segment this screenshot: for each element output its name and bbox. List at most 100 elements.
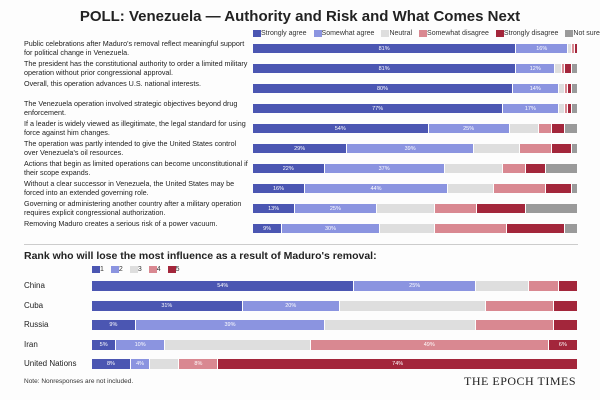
bar-segment	[493, 184, 546, 193]
bar-segment: 22%	[253, 164, 325, 173]
legend-label: Not sure	[573, 30, 600, 37]
bar-segment: 5%	[92, 339, 117, 350]
bar-segment	[519, 144, 552, 153]
value-label: 44%	[370, 185, 382, 192]
value-label: 22%	[282, 165, 294, 172]
bar-segment	[150, 359, 180, 369]
value-label: 4%	[136, 361, 145, 367]
bar-segment	[565, 124, 578, 133]
row-label: Overall, this operation advances U.S. na…	[24, 79, 201, 88]
legend-swatch	[313, 30, 322, 37]
row-label: Governing or administering another count…	[24, 199, 242, 217]
bar-segment: 37%	[324, 164, 445, 173]
value-label: 16%	[272, 185, 284, 192]
legend-label: Strongly disagree	[503, 30, 559, 37]
bar-segment: 31%	[92, 300, 243, 311]
value-label: 9%	[109, 322, 118, 328]
bar-segment	[565, 224, 578, 233]
bar-segment: 25%	[354, 281, 476, 291]
row-label: The operation was partly intended to giv…	[24, 139, 237, 157]
bar-segment	[379, 224, 435, 233]
bar-segment	[448, 184, 494, 193]
bar-segment: 25%	[295, 204, 377, 213]
row-label: Russia	[24, 320, 49, 329]
bar-segment	[444, 164, 504, 173]
value-label: 12%	[529, 65, 541, 72]
bar-segment	[568, 84, 572, 93]
bar-segment	[485, 300, 554, 311]
legend-swatch	[495, 30, 504, 37]
value-label: 49%	[423, 341, 435, 348]
value-label: 20%	[285, 302, 297, 309]
bar-segment: 80%	[253, 84, 513, 93]
legend-swatch	[381, 30, 390, 37]
bar-segment: 8%	[92, 359, 131, 369]
legend-label: Somewhat disagree	[427, 30, 489, 37]
legend-label: 2	[118, 266, 123, 273]
bar-segment: 81%	[253, 64, 517, 73]
legend-swatch	[253, 30, 261, 37]
legend-label: Somewhat agree	[321, 30, 375, 37]
row-label: Removing Maduro creates a serious risk o…	[24, 219, 218, 228]
bar-segment	[529, 281, 559, 291]
value-label: 14%	[529, 85, 541, 92]
legend-item: Strongly agree	[253, 30, 307, 37]
value-label: 54%	[217, 283, 229, 289]
bar-segment: 8%	[179, 359, 219, 369]
legend-label: Strongly agree	[261, 30, 307, 37]
bar-segment	[565, 84, 569, 93]
bar-segment	[526, 204, 578, 213]
value-label: 9%	[263, 225, 272, 232]
bar-segment	[558, 104, 565, 113]
value-label: 25%	[329, 205, 341, 212]
bar-segment: 39%	[347, 144, 474, 153]
row-label: Iran	[24, 339, 38, 349]
bar-segment: 14%	[513, 84, 559, 93]
bar-segment: 81%	[253, 44, 517, 53]
bar-segment	[435, 224, 507, 233]
bar-segment: 77%	[253, 104, 504, 113]
bar-segment: 49%	[310, 339, 549, 350]
legend-swatch	[92, 266, 100, 273]
bar-segment	[545, 164, 578, 173]
bar-segment: 25%	[428, 124, 510, 133]
value-label: 30%	[324, 225, 336, 232]
value-label: 81%	[378, 65, 390, 72]
bar-segment	[477, 204, 526, 213]
separator	[24, 244, 578, 245]
value-label: 39%	[224, 322, 236, 328]
value-label: 77%	[372, 105, 384, 112]
legend-label: 5	[175, 266, 180, 273]
row-label: Cuba	[24, 300, 44, 310]
chart-title: Rank who will lose the most influence as…	[24, 250, 377, 262]
row-label: Public celebrations after Maduro's remov…	[24, 39, 245, 57]
bar-segment	[435, 204, 478, 213]
bar-segment: 39%	[135, 320, 326, 330]
bar-segment	[571, 84, 578, 93]
bar-segment	[553, 320, 578, 330]
bar-segment	[553, 300, 578, 311]
bar-segment	[474, 144, 520, 153]
legend-item: 3	[129, 266, 142, 273]
bar-segment	[552, 144, 572, 153]
value-label: 74%	[392, 361, 404, 367]
legend-label: 4	[156, 266, 161, 273]
bar-segment: 29%	[253, 144, 348, 153]
bar-segment	[552, 124, 565, 133]
bar-segment	[325, 320, 476, 330]
bar-segment	[558, 84, 565, 93]
bar-segment	[555, 64, 562, 73]
legend-item: 2	[110, 266, 123, 273]
legend-item: Not sure	[565, 30, 600, 37]
bar-segment	[571, 64, 578, 73]
value-label: 6%	[558, 341, 567, 348]
value-label: 25%	[409, 283, 421, 289]
bar-segment: 44%	[305, 184, 448, 193]
bar-segment: 4%	[130, 359, 151, 369]
bar-segment: 16%	[516, 44, 569, 53]
value-label: 13%	[268, 205, 280, 212]
row-label: United Nations	[24, 359, 77, 368]
footnote: Note: Nonresponses are not included.	[24, 378, 134, 385]
bar-segment: 16%	[253, 184, 305, 193]
